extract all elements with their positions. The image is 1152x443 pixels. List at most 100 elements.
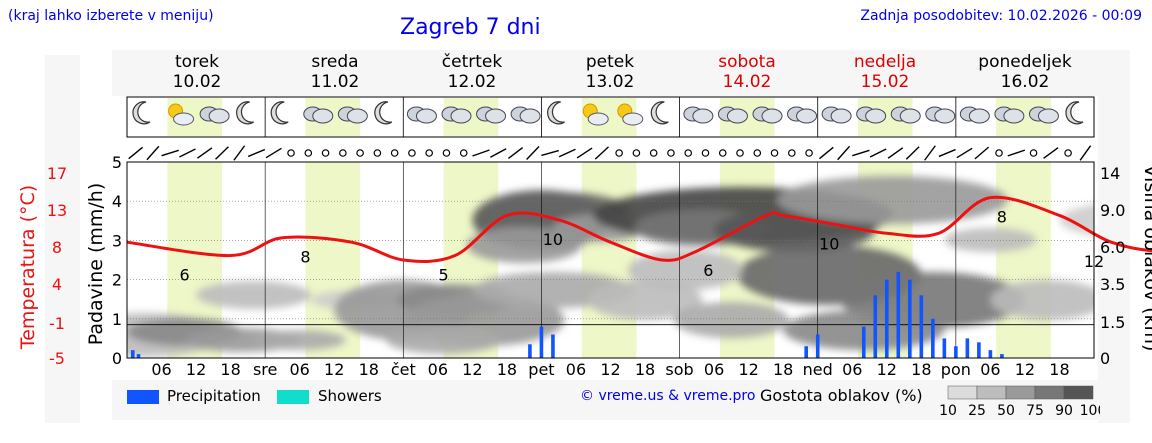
precip-bar: [528, 344, 532, 358]
moon-shape: [270, 101, 289, 125]
x-tick-label: 06: [151, 360, 171, 379]
showers-swatch: [277, 390, 309, 404]
wind-barb: [1043, 147, 1059, 159]
calm-wind-circle: [615, 149, 623, 157]
density-level-label: 90: [1055, 403, 1073, 419]
precip-axis-label: Padavine (mm/h): [85, 183, 107, 346]
cloud-icon: [890, 106, 921, 124]
x-tick-label: 06: [842, 360, 862, 379]
precip-bar: [919, 295, 924, 358]
day-cell-1: sreda 11.02: [280, 52, 390, 92]
temperature-label: 8: [997, 208, 1007, 227]
temperature-label: 10: [543, 230, 563, 249]
day-cell-4: sobota 14.02: [692, 52, 802, 92]
day-name: sreda: [311, 52, 359, 72]
cloud-tick-label: 3.5: [1100, 275, 1125, 294]
moon-shape: [236, 101, 254, 125]
precip-bar: [136, 354, 141, 358]
temp-axis: -5 -1 4 8 13 17: [47, 164, 67, 368]
wind-barb: [938, 148, 956, 158]
density-swatch: [1063, 385, 1094, 400]
precip-bar: [1000, 354, 1004, 358]
density-swatch: [947, 385, 978, 400]
moon-icon: [374, 101, 393, 125]
cloud-lobe: [692, 108, 714, 124]
calm-wind-circle: [356, 149, 364, 157]
x-tick-label: 12: [877, 360, 897, 379]
wind-barb: [507, 146, 524, 160]
density-swatch: [976, 385, 1007, 400]
showers-legend-label: Showers: [318, 387, 382, 405]
cloud-tick-label: 6.0: [1100, 238, 1125, 257]
cloud-blob: [253, 330, 346, 350]
calm-wind-circle: [373, 149, 382, 157]
cloud-blob: [777, 176, 1008, 224]
cloud-tick-label: 1.5: [1100, 313, 1125, 332]
moon-icon: [650, 101, 669, 125]
day-name: petek: [585, 52, 635, 72]
wind-barb: [869, 148, 887, 158]
left-axis-strip: [45, 55, 80, 423]
wind-barb: [179, 148, 196, 158]
precip-tick-label: 0: [112, 349, 122, 368]
cloud-icon: [959, 106, 990, 124]
wind-barb: [472, 149, 490, 157]
cloud-lobe: [208, 108, 230, 124]
x-tick-label: 12: [600, 360, 620, 379]
wind-barb: [215, 146, 229, 160]
density-level-label: 100: [1080, 403, 1100, 419]
cloud-icon: [1028, 106, 1059, 124]
moon-shape: [374, 101, 393, 125]
cloud-icon: [925, 106, 956, 124]
plot-frame: [126, 161, 1095, 359]
day-name: ponedeljek: [978, 52, 1072, 72]
x-tick-label: 06: [428, 360, 448, 379]
wind-barb: [541, 149, 559, 157]
temperature-label: 6: [179, 266, 189, 285]
moon-icon: [270, 101, 289, 125]
last-updated: Zadnja posodobitev: 10.02.2026 - 00:09: [860, 8, 1142, 24]
wind-barb: [924, 145, 936, 161]
wind-barb: [852, 149, 870, 157]
wind-barb: [1007, 149, 1026, 157]
temp-tick-label: -1: [49, 314, 65, 333]
wind-barb: [558, 148, 576, 158]
precip-bar: [908, 279, 912, 358]
cloud-lobe: [865, 108, 887, 124]
calm-wind-circle: [304, 149, 313, 157]
calm-wind-circle: [701, 149, 710, 157]
moon-shape: [547, 101, 565, 125]
day-date: 14.02: [722, 72, 772, 92]
moon-shape: [650, 101, 669, 125]
calm-wind-circle: [1029, 149, 1038, 157]
precip-bar: [873, 295, 878, 358]
day-header: torek 10.02 sreda 11.02 četrtek 12.02 pe…: [112, 50, 1130, 96]
density-level-label: 75: [1026, 403, 1044, 419]
day-cell-3: petek 13.02: [555, 52, 665, 92]
wind-barb: [594, 146, 609, 160]
precip-bar: [931, 318, 935, 358]
cloud-lobe: [1037, 108, 1059, 124]
copyright-link[interactable]: © vreme.us & vreme.pro: [580, 388, 756, 404]
day-cell-2: četrtek 12.02: [417, 52, 527, 92]
calm-wind-circle: [425, 149, 433, 157]
cloud-lobe: [1003, 108, 1025, 124]
precip-tick-label: 3: [112, 231, 122, 250]
calm-wind-circle: [736, 149, 744, 157]
x-tick-label: 18: [773, 360, 793, 379]
x-tick-label: sob: [665, 360, 693, 379]
precip-bar: [954, 346, 958, 358]
x-tick-label: 18: [497, 360, 517, 379]
moon-shape: [132, 101, 151, 125]
precip-bar: [942, 338, 947, 358]
cloud-icon: [717, 106, 748, 124]
cloud-icon: [406, 106, 437, 124]
wind-barb: [490, 148, 507, 158]
cloud-lobe: [899, 108, 921, 124]
cloud-blob: [944, 228, 1037, 252]
region-hint: (kraj lahko izberete v meniju): [8, 8, 214, 24]
cloud-density-scale: 10 25 50 75 90 100: [940, 385, 1100, 419]
cloud-icon: [510, 106, 541, 124]
day-date: 11.02: [310, 72, 360, 92]
